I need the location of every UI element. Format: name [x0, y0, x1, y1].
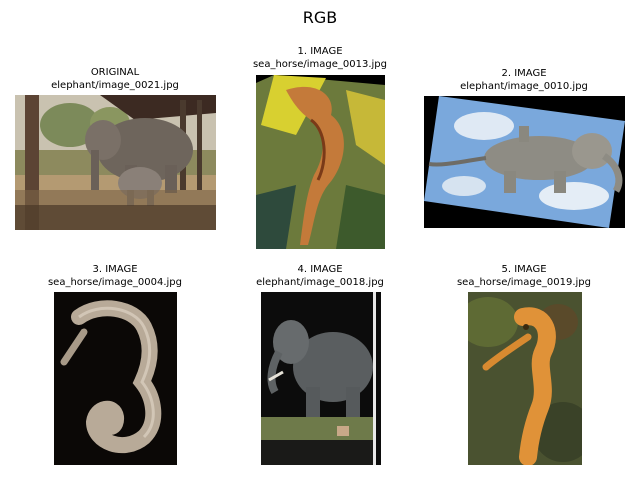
image-panel-5: [468, 292, 582, 465]
elephant-mount-photo: [261, 292, 381, 465]
caption-line-1: 2. IMAGE: [501, 68, 547, 79]
caption-line-1: ORIGINAL: [90, 67, 140, 78]
caption-line-1: 1. IMAGE: [297, 46, 343, 57]
panel-caption-4: 4. IMAGE elephant/image_0018.jpg: [210, 263, 430, 289]
image-panel-3: [54, 292, 177, 465]
seahorse-fossil-photo: [54, 292, 177, 465]
panel-caption-2: 2. IMAGE elephant/image_0010.jpg: [414, 67, 634, 93]
caption-line-2: elephant/image_0010.jpg: [460, 81, 588, 92]
panel-caption-5: 5. IMAGE sea_horse/image_0019.jpg: [414, 263, 634, 289]
image-panel-2: [424, 96, 625, 228]
caption-line-1: 4. IMAGE: [297, 264, 343, 275]
caption-line-2: sea_horse/image_0019.jpg: [456, 277, 592, 288]
caption-line-2: sea_horse/image_0013.jpg: [252, 59, 388, 70]
image-panel-4: [261, 292, 381, 465]
caption-line-2: sea_horse/image_0004.jpg: [47, 277, 183, 288]
elephant-photo: [15, 95, 216, 230]
flying-elephant-photo: [424, 96, 625, 228]
caption-line-1: 3. IMAGE: [92, 264, 138, 275]
caption-line-1: 5. IMAGE: [501, 264, 547, 275]
figure-title: RGB: [302, 8, 338, 27]
image-panel-1: [256, 75, 385, 249]
caption-line-2: elephant/image_0021.jpg: [51, 80, 179, 91]
panel-caption-3: 3. IMAGE sea_horse/image_0004.jpg: [5, 263, 225, 289]
panel-caption-original: ORIGINAL elephant/image_0021.jpg: [5, 66, 225, 92]
orange-seahorse-photo: [468, 292, 582, 465]
caption-line-2: elephant/image_0018.jpg: [256, 277, 384, 288]
panel-caption-1: 1. IMAGE sea_horse/image_0013.jpg: [210, 45, 430, 71]
image-panel-original: [15, 95, 216, 230]
seahorse-photo: [256, 75, 385, 249]
